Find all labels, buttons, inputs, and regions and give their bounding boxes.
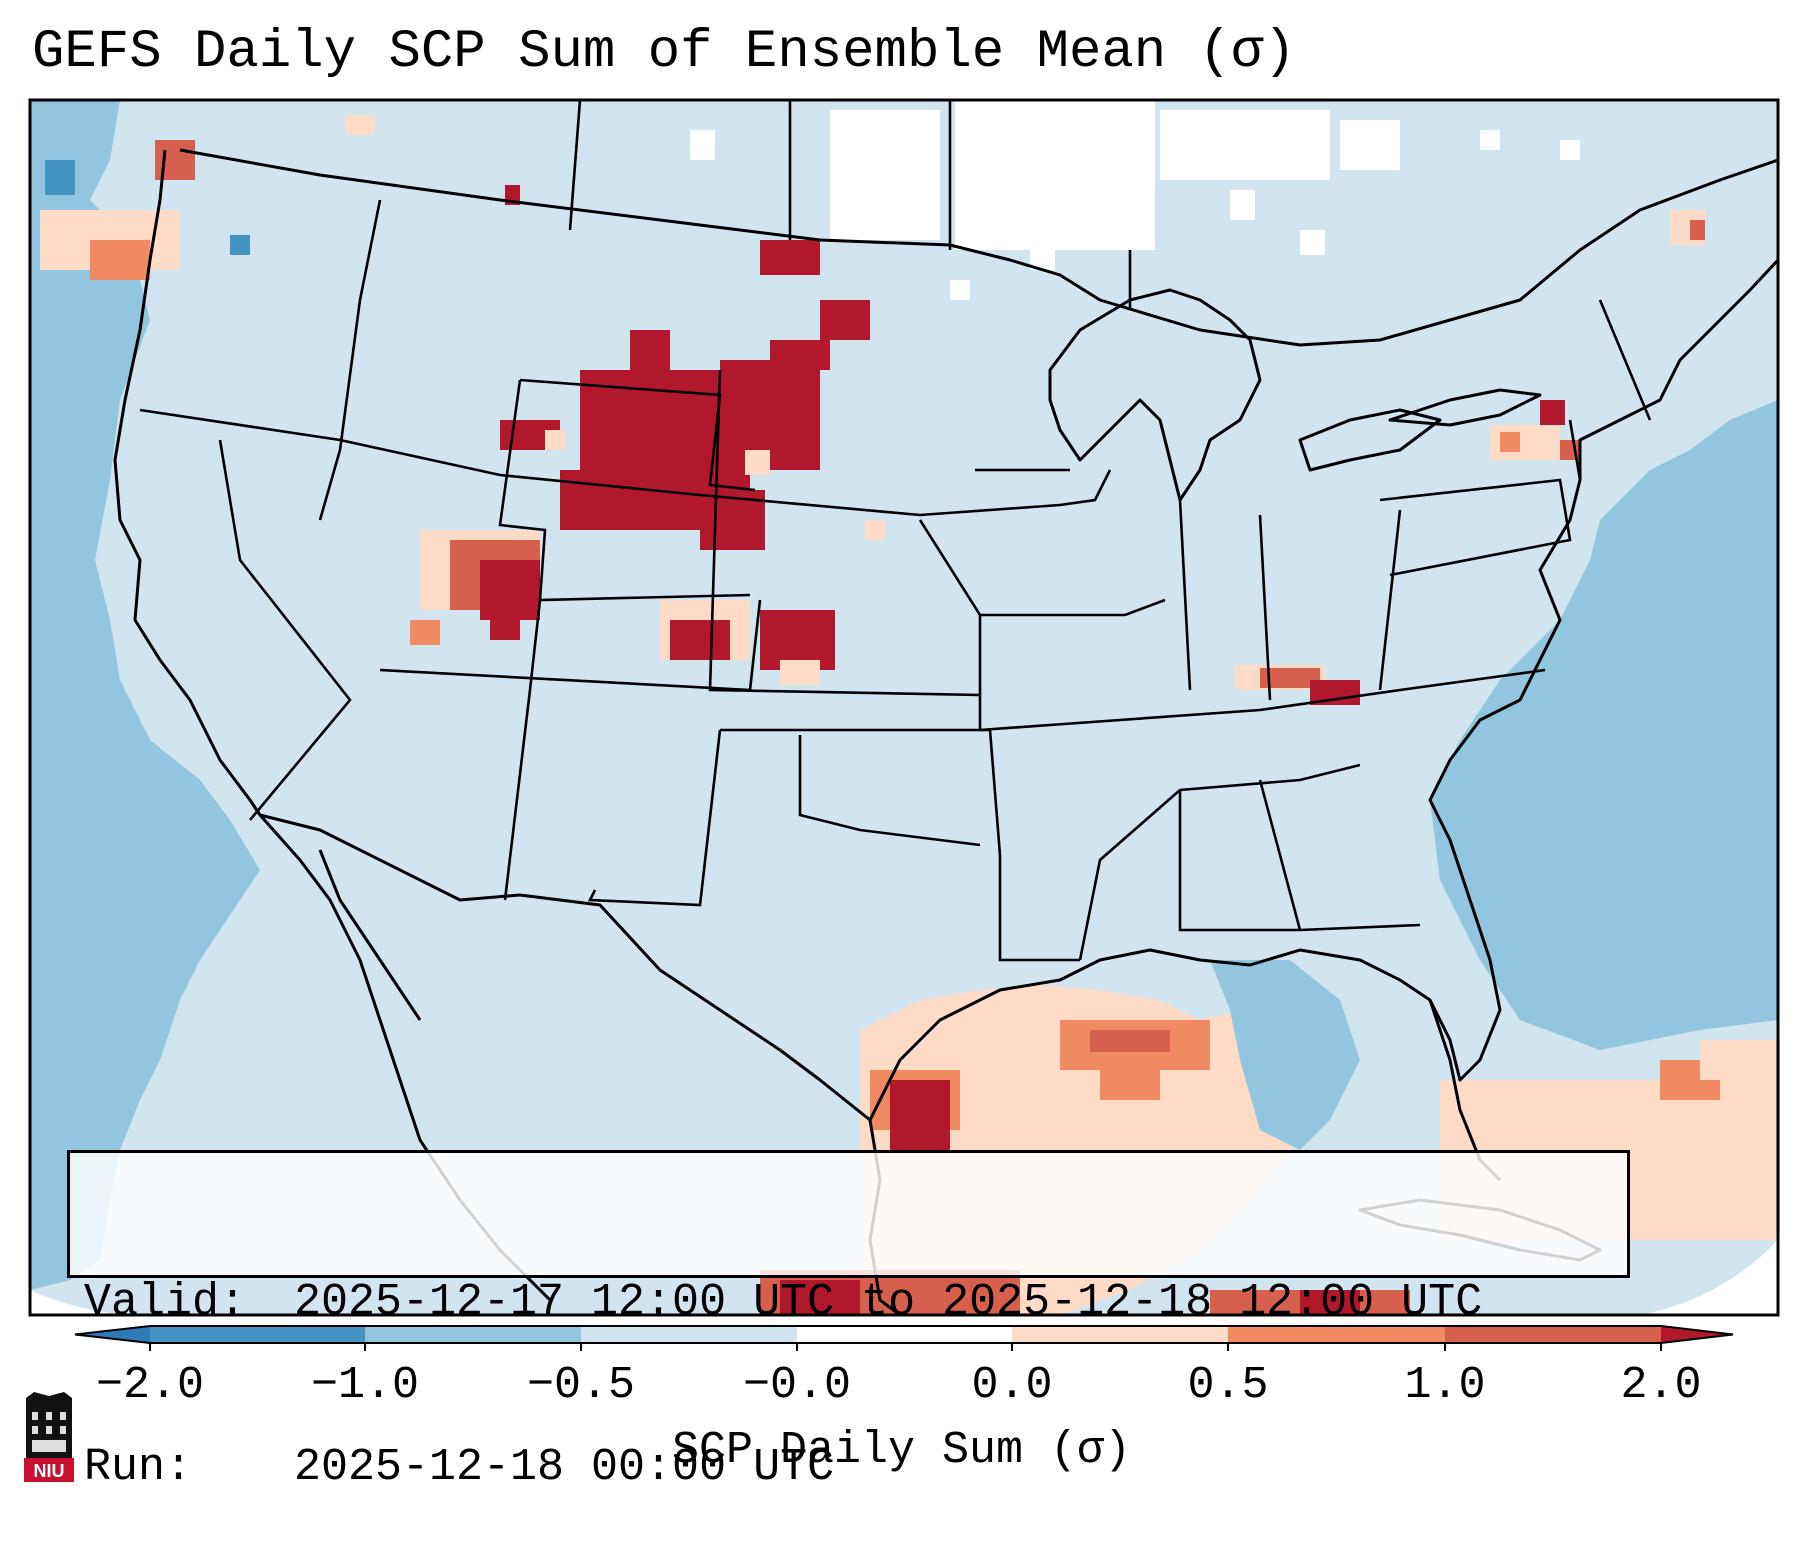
colorbar-tick: −2.0 [95, 1360, 205, 1411]
atlantic-ocean [1430, 400, 1778, 1050]
run-label: Run: [84, 1442, 193, 1493]
colorbar-tick: 0.0 [971, 1360, 1053, 1411]
coastlines-and-borders [113, 148, 1778, 1315]
kansas [660, 600, 835, 685]
valid-label: Valid: [84, 1277, 247, 1328]
canada-no-data-patches [690, 100, 1580, 300]
page-title: GEFS Daily SCP Sum of Ensemble Mean (σ) [32, 22, 1296, 83]
colorbar-tick: 1.0 [1404, 1360, 1486, 1411]
northern-plains-pink [545, 430, 885, 540]
utah-colorado [410, 530, 540, 645]
colorbar-tick: −0.0 [742, 1360, 852, 1411]
gulf-east-blue [1210, 960, 1360, 1150]
new-york [1490, 210, 1705, 460]
colorbar-tick: 0.5 [1187, 1360, 1269, 1411]
valid-value: 2025-12-17 12:00 UTC to 2025-12-18 12:00… [294, 1277, 1483, 1328]
colorbar-tick: 2.0 [1620, 1360, 1702, 1411]
pacific-ocean [30, 100, 260, 1290]
map-panel [28, 98, 1780, 1317]
logo-text: NIU [34, 1461, 65, 1481]
info-box: Valid: 2025-12-17 12:00 UTC to 2025-12-18… [67, 1150, 1630, 1493]
state-borders [139, 100, 1652, 962]
colorbar-label: SCP Daily Sum (σ) [671, 1425, 1132, 1476]
colorbar-tick: −1.0 [310, 1360, 420, 1411]
run-value: 2025-12-18 00:00 UTC [294, 1442, 835, 1493]
run-row: Run: 2025-12-18 00:00 UTC [84, 1440, 1613, 1495]
gulf-red-patches [1090, 1030, 1170, 1052]
niu-logo-icon: NIU [24, 1392, 74, 1482]
valid-row: Valid: 2025-12-17 12:00 UTC to 2025-12-18… [84, 1275, 1613, 1330]
pacific-deeper-patches [45, 160, 250, 255]
map-frame [28, 98, 1780, 1317]
colorbar-tick: −0.5 [526, 1360, 636, 1411]
